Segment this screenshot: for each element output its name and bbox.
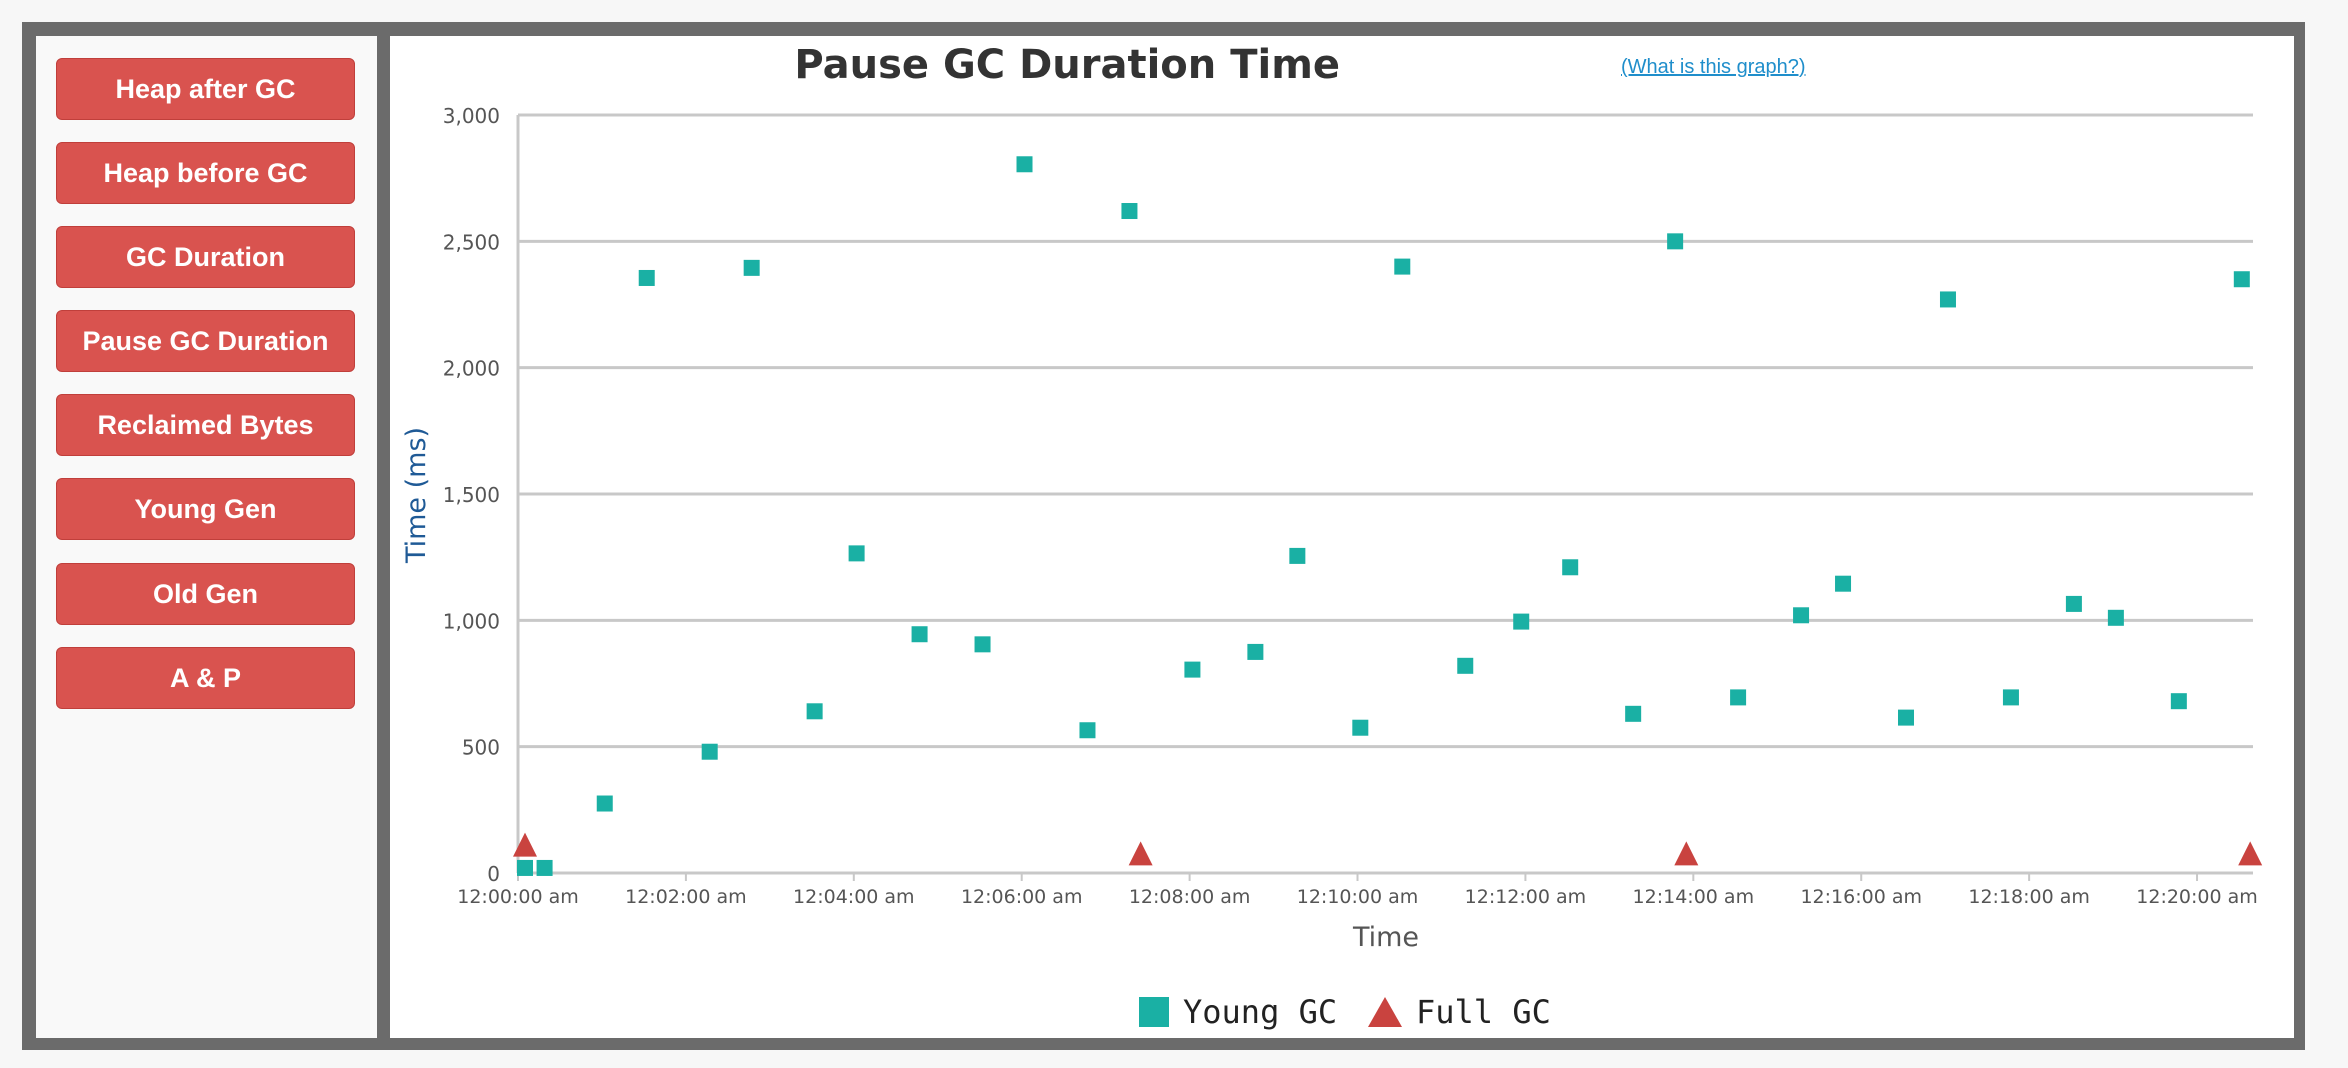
- y-axis-label: Time (ms): [401, 427, 432, 564]
- y-tick-label: 0: [487, 862, 500, 886]
- young-gc-point[interactable]: [638, 269, 655, 286]
- x-tick-label: 12:02:00 am: [625, 886, 747, 908]
- x-tick-label: 12:10:00 am: [1297, 886, 1419, 908]
- young-gc-point[interactable]: [974, 636, 991, 653]
- x-tick-label: 12:12:00 am: [1465, 886, 1587, 908]
- x-tick-label: 12:08:00 am: [1129, 886, 1251, 908]
- full-gc-point[interactable]: [512, 832, 537, 857]
- young-gc-point[interactable]: [1793, 607, 1810, 624]
- young-gc-point[interactable]: [1121, 203, 1138, 220]
- young-gc-point[interactable]: [1730, 689, 1747, 706]
- reclaimed-bytes-button[interactable]: Reclaimed Bytes: [56, 394, 355, 456]
- young-gc-point[interactable]: [1457, 657, 1474, 674]
- x-tick-label: 12:14:00 am: [1633, 886, 1755, 908]
- young-gc-point[interactable]: [1247, 643, 1264, 660]
- legend-item-young-gc[interactable]: Young GC: [1139, 992, 1337, 1032]
- young-gc-point[interactable]: [1513, 613, 1530, 630]
- young-gc-point[interactable]: [2002, 689, 2019, 706]
- y-tick-label: 1,000: [443, 609, 500, 633]
- heap-before-gc-button[interactable]: Heap before GC: [56, 142, 355, 204]
- young-gc-point[interactable]: [2233, 271, 2250, 288]
- young-gc-point[interactable]: [743, 259, 760, 276]
- full-gc-legend-icon: [1368, 997, 1402, 1027]
- x-tick-label: 12:16:00 am: [1800, 886, 1922, 908]
- x-tick-label: 12:00:00 am: [457, 886, 579, 908]
- young-gc-point[interactable]: [1667, 233, 1684, 250]
- young-gc-point[interactable]: [536, 859, 553, 876]
- young-gc-point[interactable]: [848, 545, 865, 562]
- old-gen-button[interactable]: Old Gen: [56, 563, 355, 625]
- what-is-this-graph-link[interactable]: (What is this graph?): [1621, 56, 1806, 78]
- chart-panel: [390, 36, 2294, 1038]
- legend-item-full-gc[interactable]: Full GC: [1368, 992, 1551, 1032]
- y-tick-label: 1,500: [443, 483, 500, 507]
- x-tick-label: 12:18:00 am: [1968, 886, 2090, 908]
- young-gen-button[interactable]: Young Gen: [56, 478, 355, 540]
- legend-label-full-gc: Full GC: [1416, 993, 1551, 1031]
- legend-label-young-gc: Young GC: [1183, 993, 1338, 1031]
- pause-gc-duration-button[interactable]: Pause GC Duration: [56, 310, 355, 372]
- young-gc-point[interactable]: [516, 859, 533, 876]
- x-axis-label: Time: [1352, 922, 1419, 953]
- young-gc-point[interactable]: [2065, 595, 2082, 612]
- x-tick-label: 12:20:00 am: [2136, 886, 2258, 908]
- x-tick-label: 12:06:00 am: [961, 886, 1083, 908]
- young-gc-point[interactable]: [1625, 705, 1642, 722]
- grid-lines: [516, 113, 2253, 881]
- y-tick-labels: 0 500 1,000 1,500 2,000 2,500 3,000: [443, 104, 500, 886]
- x-tick-label: 12:04:00 am: [793, 886, 915, 908]
- young-gc-point[interactable]: [806, 703, 823, 720]
- young-gc-point[interactable]: [1835, 575, 1852, 592]
- x-tick-labels: 12:00:00 am 12:02:00 am 12:04:00 am 12:06:0…: [457, 886, 2258, 908]
- heap-after-gc-button[interactable]: Heap after GC: [56, 58, 355, 120]
- young-gc-point[interactable]: [1184, 661, 1201, 678]
- full-gc-point[interactable]: [1128, 841, 1153, 866]
- legend: Young GC Full GC: [0, 992, 2348, 1032]
- y-tick-label: 3,000: [443, 104, 500, 128]
- young-gc-point[interactable]: [1562, 559, 1579, 576]
- sidebar: Heap after GC Heap before GC GC Duration…: [36, 36, 377, 1038]
- y-tick-label: 2,000: [443, 357, 500, 381]
- young-gc-point[interactable]: [2107, 609, 2124, 626]
- young-gc-point[interactable]: [1289, 547, 1306, 564]
- full-gc-point[interactable]: [2238, 841, 2263, 866]
- young-gc-point[interactable]: [1898, 709, 1914, 726]
- y-tick-label: 2,500: [443, 230, 500, 254]
- young-gc-point[interactable]: [701, 743, 718, 760]
- young-gc-legend-icon: [1139, 997, 1169, 1027]
- y-tick-label: 500: [462, 736, 500, 760]
- a-and-p-button[interactable]: A & P: [56, 647, 355, 709]
- young-gc-point[interactable]: [911, 626, 928, 643]
- young-gc-point[interactable]: [1939, 291, 1956, 308]
- chart-title: Pause GC Duration Time: [794, 42, 1340, 88]
- gc-duration-button[interactable]: GC Duration: [56, 226, 355, 288]
- young-gc-point[interactable]: [596, 795, 613, 812]
- young-gc-point[interactable]: [1352, 719, 1369, 736]
- data-points: [512, 156, 2263, 876]
- full-gc-point[interactable]: [1674, 841, 1699, 866]
- young-gc-point[interactable]: [1394, 258, 1411, 275]
- young-gc-point[interactable]: [1079, 722, 1096, 739]
- young-gc-point[interactable]: [1016, 156, 1033, 173]
- young-gc-point[interactable]: [2170, 693, 2187, 710]
